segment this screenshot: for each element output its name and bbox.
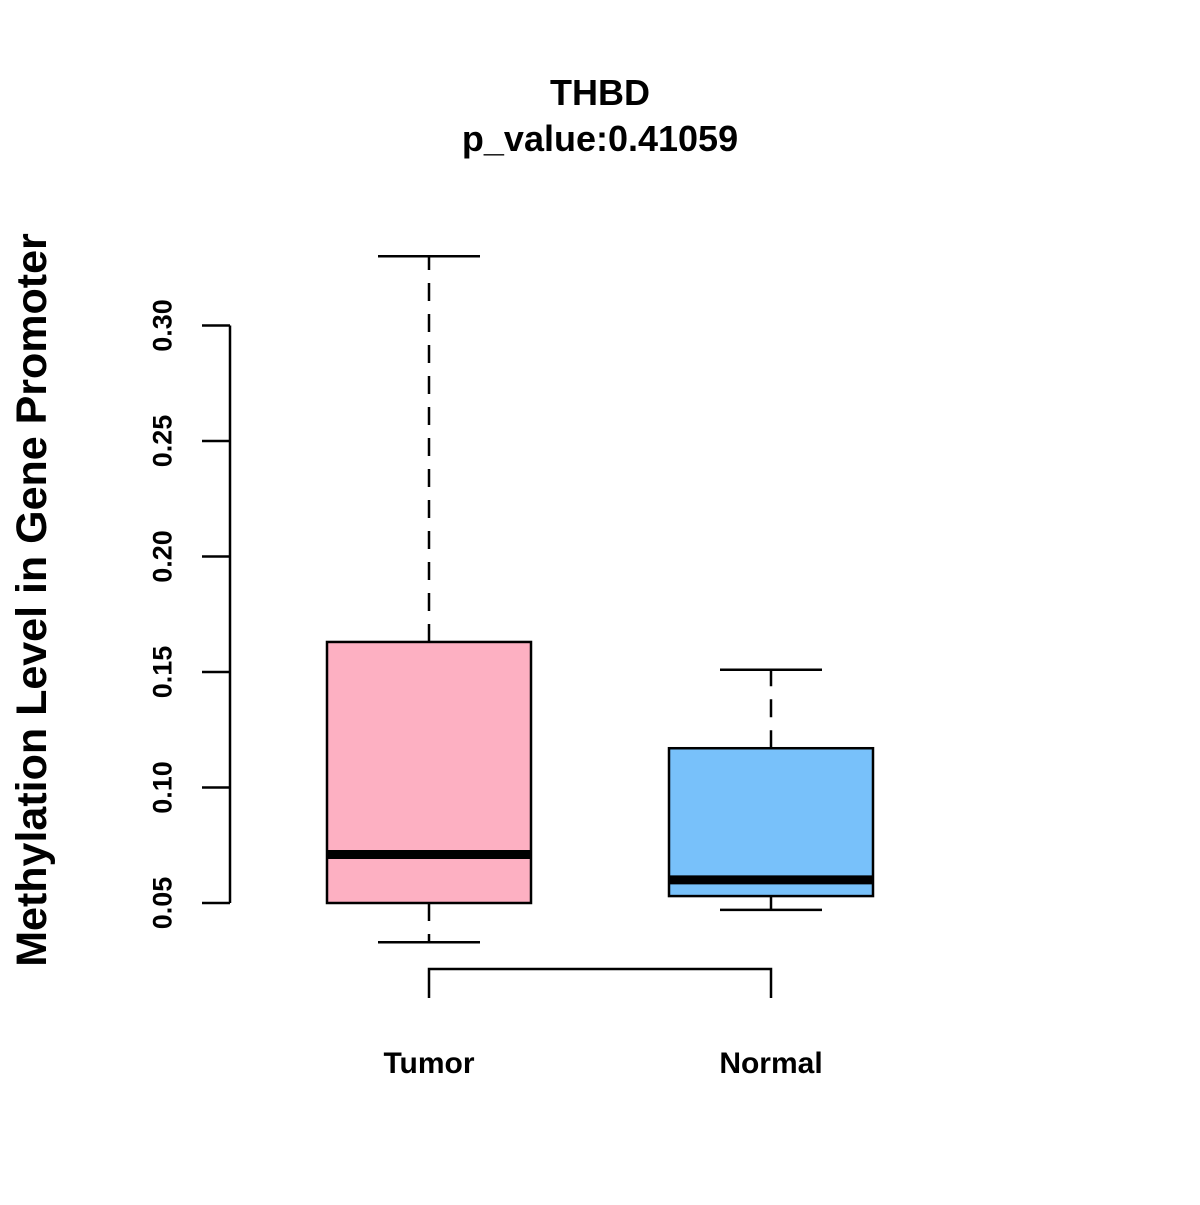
tumor-category-label: Tumor [383, 1047, 474, 1080]
y-tick-label: 0.10 [147, 761, 177, 814]
normal-box [667, 746, 875, 898]
y-tick-label: 0.30 [147, 299, 177, 352]
y-axis-label: Methylation Level in Gene Promoter [8, 233, 56, 967]
tumor-box [325, 640, 533, 905]
y-tick-label: 0.05 [147, 877, 177, 930]
chart-subtitle: p_value:0.41059 [462, 118, 738, 159]
y-tick-label: 0.15 [147, 646, 177, 699]
y-tick-label: 0.20 [147, 530, 177, 583]
normal-category-label: Normal [719, 1047, 822, 1080]
chart-title: THBD [550, 72, 650, 113]
comparison-bracket [427, 967, 773, 998]
chart-marks: 0.05 0.10 0.15 0.20 0.25 0.30 Tumor Normal [147, 254, 875, 1080]
y-tick-label: 0.25 [147, 415, 177, 468]
